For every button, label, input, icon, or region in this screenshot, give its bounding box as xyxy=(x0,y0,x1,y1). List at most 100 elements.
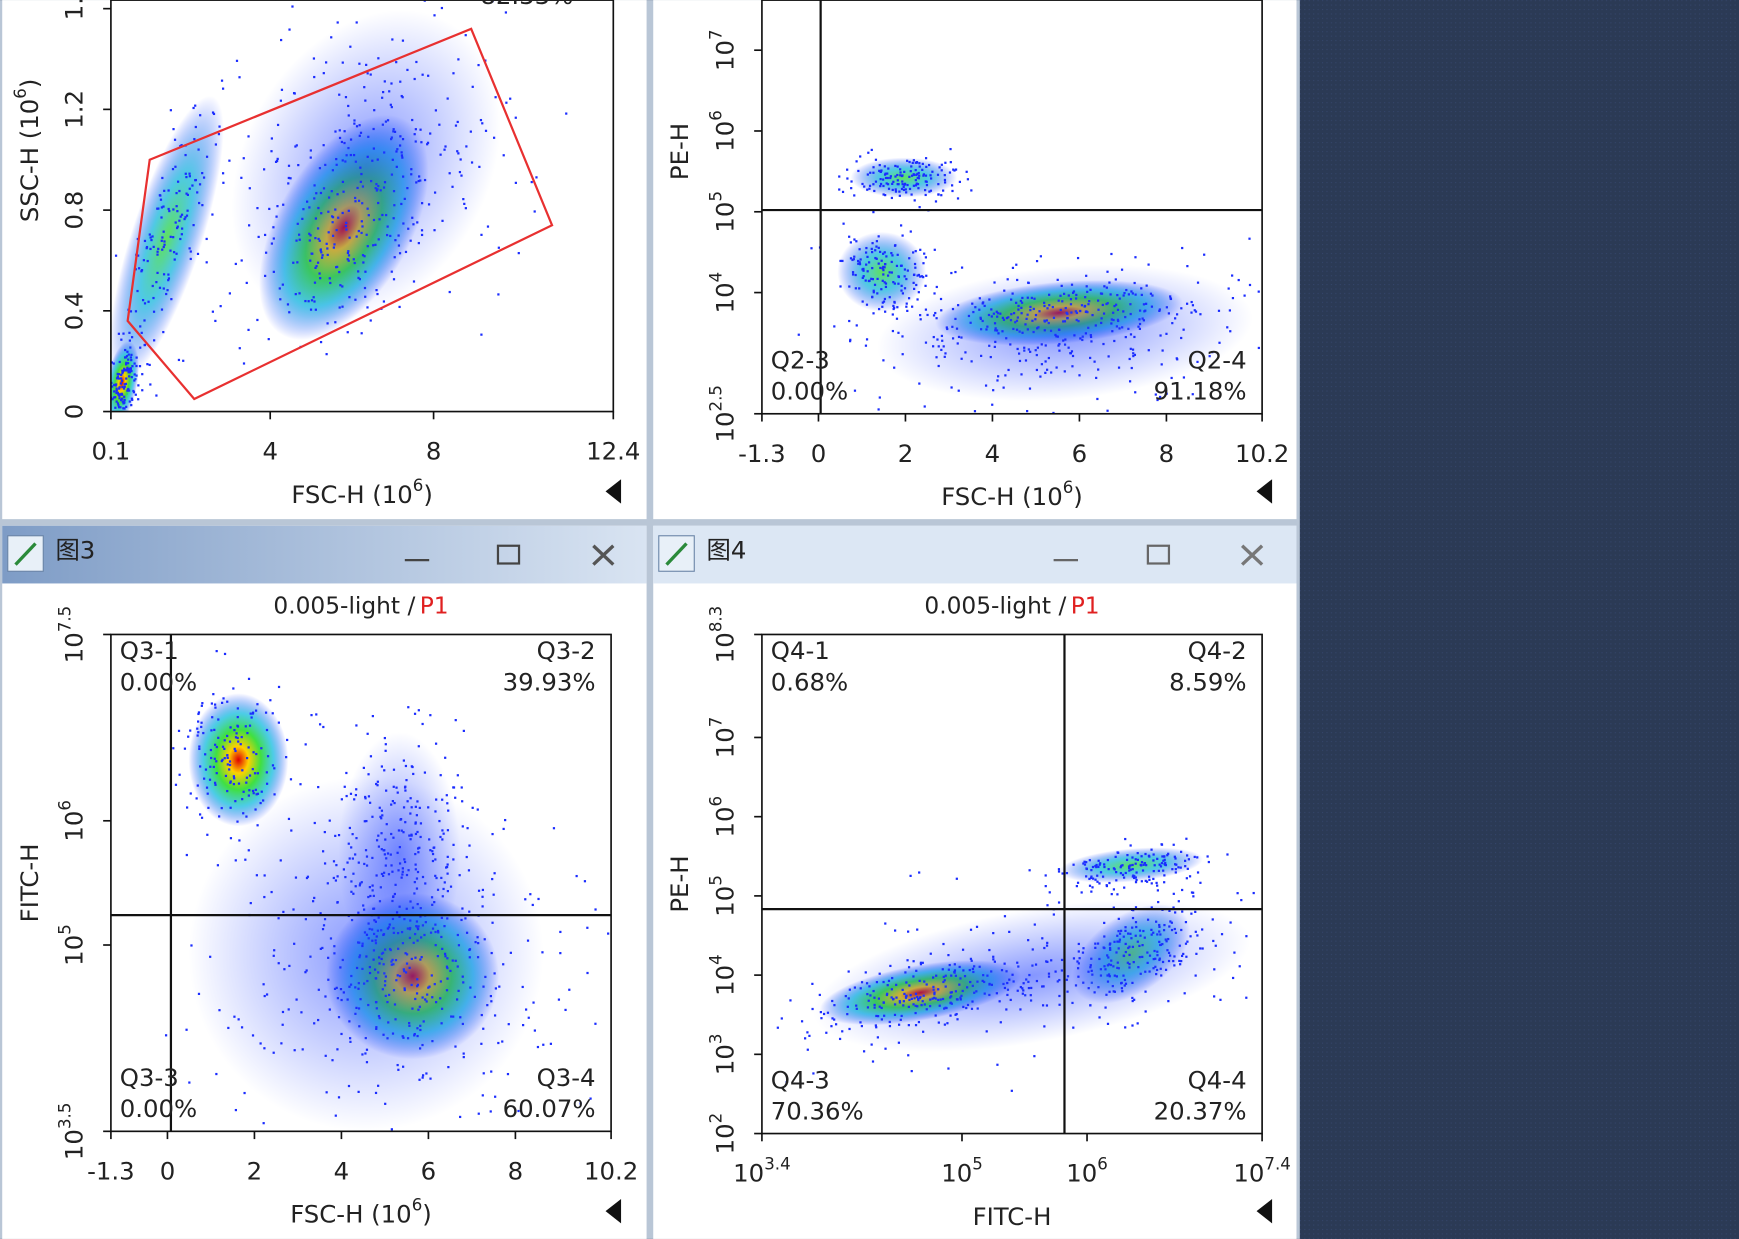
density-texture xyxy=(480,233,483,236)
density-texture xyxy=(1172,843,1175,846)
density-texture xyxy=(1102,342,1105,346)
density-texture xyxy=(985,1030,988,1033)
density-texture xyxy=(376,158,379,161)
panel-arrow[interactable] xyxy=(1256,1198,1273,1224)
density-texture xyxy=(162,245,165,249)
panel-arrow[interactable] xyxy=(605,1198,622,1224)
density-texture xyxy=(169,249,172,252)
restore-button[interactable] xyxy=(1146,544,1171,565)
density-texture xyxy=(876,292,879,295)
density-texture xyxy=(882,359,885,362)
density-texture xyxy=(1159,395,1162,399)
density-texture xyxy=(375,839,379,842)
density-texture xyxy=(1073,334,1076,337)
density-texture xyxy=(853,194,856,197)
restore-button[interactable] xyxy=(496,544,521,565)
density-texture xyxy=(347,209,350,212)
density-texture xyxy=(950,271,953,275)
density-texture xyxy=(1036,327,1039,330)
density-texture xyxy=(197,712,200,716)
tick-exponent: 3.4 xyxy=(764,1154,790,1173)
density-texture xyxy=(1147,854,1151,857)
density-texture xyxy=(365,933,369,936)
density-texture xyxy=(187,735,190,738)
density-texture xyxy=(172,208,175,211)
density-texture xyxy=(871,1060,875,1063)
panel-arrow[interactable] xyxy=(605,479,622,504)
density-texture xyxy=(883,266,886,269)
density-texture xyxy=(117,377,121,380)
window-title: 图3 xyxy=(55,535,95,564)
density-texture xyxy=(1144,852,1147,856)
density-texture xyxy=(1132,352,1135,355)
density-texture xyxy=(319,912,322,915)
panel-arrow[interactable] xyxy=(1256,479,1273,504)
density-texture xyxy=(863,185,866,188)
density-texture xyxy=(885,182,888,185)
density-texture xyxy=(392,278,396,281)
density-texture xyxy=(1090,875,1093,878)
density-texture xyxy=(1201,947,1204,950)
density-texture xyxy=(1171,868,1174,871)
density-texture xyxy=(965,170,968,173)
density-texture xyxy=(1057,901,1061,904)
density-texture xyxy=(357,987,360,990)
density-texture xyxy=(205,261,208,264)
density-texture xyxy=(125,369,128,372)
density-texture xyxy=(395,165,398,168)
density-texture xyxy=(252,751,255,754)
density-texture xyxy=(419,128,422,131)
density-texture xyxy=(950,974,953,977)
density-texture xyxy=(879,266,882,270)
density-texture xyxy=(229,781,232,784)
density-texture xyxy=(336,901,339,904)
density-texture xyxy=(228,159,231,162)
density-texture xyxy=(1117,366,1121,369)
density-texture xyxy=(1136,858,1139,862)
density-texture xyxy=(299,783,302,786)
density-texture xyxy=(864,971,867,974)
density-texture xyxy=(859,258,862,261)
density-texture xyxy=(185,214,189,217)
density-texture xyxy=(118,394,121,397)
density-texture xyxy=(206,792,209,795)
y-axis-label: FITC-H xyxy=(15,843,44,922)
density-texture xyxy=(890,196,894,200)
close-button[interactable] xyxy=(592,544,615,566)
density-texture xyxy=(1063,320,1067,323)
density-texture xyxy=(139,346,142,349)
density-texture xyxy=(262,799,265,802)
density-texture xyxy=(1007,368,1010,372)
tick-base: 10 xyxy=(710,411,739,442)
density-texture xyxy=(342,190,345,193)
density-texture xyxy=(346,331,349,334)
density-texture xyxy=(125,377,128,380)
density-texture xyxy=(956,197,960,200)
density-texture xyxy=(934,1014,937,1017)
density-texture xyxy=(1193,855,1196,859)
density-texture xyxy=(922,1030,925,1033)
density-texture xyxy=(184,172,187,175)
density-texture xyxy=(866,173,869,176)
density-texture xyxy=(862,1050,866,1053)
density-texture xyxy=(880,169,883,172)
density-texture xyxy=(420,233,424,237)
close-button[interactable] xyxy=(1241,544,1264,566)
title-bar xyxy=(653,525,1297,584)
y-tick-label: 104 xyxy=(706,954,739,996)
density-texture xyxy=(961,948,965,951)
density-texture xyxy=(240,176,243,179)
density-texture xyxy=(386,927,389,930)
density-texture xyxy=(365,1061,369,1064)
density-texture xyxy=(931,170,934,173)
density-texture xyxy=(883,165,886,168)
density-texture xyxy=(861,182,864,186)
density-texture xyxy=(346,258,349,261)
density-texture xyxy=(1153,864,1156,867)
density-texture xyxy=(125,361,128,364)
density-texture xyxy=(358,62,361,65)
density-texture xyxy=(1146,918,1150,921)
density-texture xyxy=(951,189,954,193)
density-texture xyxy=(861,268,864,271)
x-tick-label: 10.2 xyxy=(584,1156,638,1185)
